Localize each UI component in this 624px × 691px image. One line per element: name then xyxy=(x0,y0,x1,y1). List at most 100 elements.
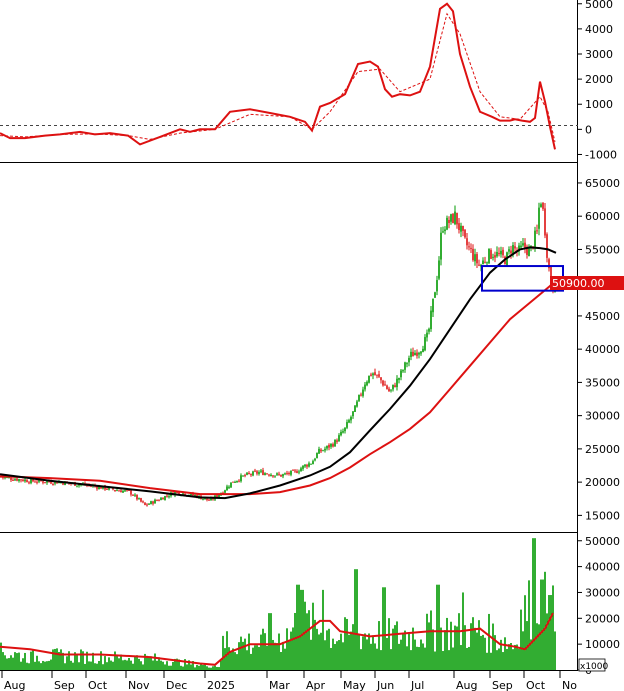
candle-body xyxy=(246,472,248,475)
volume-bar xyxy=(38,661,40,670)
candle-body xyxy=(238,480,240,482)
volume-bar xyxy=(68,651,70,670)
volume-bar xyxy=(342,642,344,670)
volume-bar xyxy=(530,639,532,670)
candle-body xyxy=(488,248,490,264)
candle-body xyxy=(22,479,24,482)
oscillator-tick-label: 4000 xyxy=(585,23,613,36)
volume-bar xyxy=(476,632,478,670)
price-tick-label: 40000 xyxy=(585,343,620,356)
volume-bar xyxy=(26,662,28,670)
candle-body xyxy=(396,378,398,388)
volume-bar xyxy=(496,650,498,670)
candle-body xyxy=(218,494,220,497)
volume-bar xyxy=(96,663,98,670)
volume-bar xyxy=(372,635,374,670)
candle-body xyxy=(162,497,164,500)
volume-bar xyxy=(418,647,420,670)
volume-bar xyxy=(196,664,198,670)
candle-body xyxy=(28,482,30,484)
volume-bar xyxy=(460,645,462,670)
price-tick-label: 30000 xyxy=(585,410,620,423)
volume-bar xyxy=(192,661,194,670)
candle-body xyxy=(354,405,356,413)
volume-bar xyxy=(168,665,170,670)
volume-bar xyxy=(246,650,248,670)
candle-body xyxy=(342,431,344,433)
volume-bar xyxy=(380,650,382,670)
candle-body xyxy=(194,494,196,496)
oscillator-panel: 5000 4000 3000 2000 1000 0 -1000 xyxy=(0,0,617,161)
candle-body xyxy=(208,499,210,501)
candle-body xyxy=(100,486,102,489)
volume-bar xyxy=(112,661,114,670)
candle-body xyxy=(512,245,514,256)
volume-bar xyxy=(4,655,6,670)
volume-bar xyxy=(62,652,64,670)
oscillator-tick-label: 1000 xyxy=(585,98,613,111)
candle-body xyxy=(376,374,378,376)
candle-body xyxy=(230,482,232,488)
volume-bar xyxy=(124,659,126,670)
candle-body xyxy=(472,248,474,261)
candle-body xyxy=(312,461,314,465)
oscillator-tick-label: 3000 xyxy=(585,48,613,61)
volume-bar xyxy=(330,647,332,670)
candle-body xyxy=(212,498,214,500)
volume-bar xyxy=(54,648,56,670)
volume-bar xyxy=(438,584,440,670)
volume-bar xyxy=(362,636,364,670)
candle-body xyxy=(156,500,158,502)
volume-bar xyxy=(10,655,12,670)
volume-bar xyxy=(522,631,524,670)
volume-bar xyxy=(134,655,136,670)
candle-body xyxy=(62,482,64,485)
volume-bar xyxy=(422,643,424,670)
candle-body xyxy=(522,243,524,246)
volume-bar xyxy=(478,620,480,670)
candle-body xyxy=(320,449,322,452)
candle-body xyxy=(252,471,254,476)
candle-body xyxy=(404,362,406,370)
candle-body xyxy=(494,255,496,258)
volume-bar xyxy=(294,612,296,670)
volume-bar xyxy=(392,628,394,670)
candle-body xyxy=(266,473,268,475)
volume-bar xyxy=(484,637,486,670)
candle-body xyxy=(372,373,374,376)
volume-bar xyxy=(352,624,354,670)
candle-body xyxy=(226,486,228,491)
volume-bar xyxy=(254,645,256,670)
volume-bar xyxy=(138,658,140,670)
volume-bar xyxy=(132,663,134,670)
volume-bar xyxy=(416,646,418,670)
candle-body xyxy=(6,476,8,478)
volume-bar xyxy=(314,619,316,670)
last-price-bg xyxy=(550,276,624,290)
candle-body xyxy=(190,493,192,496)
candle-body xyxy=(192,493,194,496)
last-price-marker: 50900.00 xyxy=(550,276,624,290)
candle-body xyxy=(348,420,350,423)
candle-body xyxy=(296,471,298,473)
volume-bar xyxy=(368,633,370,670)
candle-body xyxy=(426,332,428,338)
volume-bar xyxy=(480,635,482,670)
candle-body xyxy=(272,475,274,477)
volume-bar xyxy=(386,638,388,670)
volume-bar xyxy=(528,580,530,670)
volume-bar xyxy=(400,639,402,670)
volume-bar xyxy=(58,651,60,670)
volume-bar xyxy=(432,629,434,670)
volume-bar xyxy=(344,617,346,670)
ma-long-line xyxy=(0,278,557,496)
candle-body xyxy=(452,213,454,224)
candle-body xyxy=(108,487,110,490)
candle-body xyxy=(288,472,290,475)
candle-body xyxy=(122,490,124,493)
candle-body xyxy=(450,214,452,222)
volume-bar xyxy=(152,660,154,670)
candle-body xyxy=(56,481,58,484)
candle-body xyxy=(228,486,230,488)
volume-bar xyxy=(226,631,228,670)
